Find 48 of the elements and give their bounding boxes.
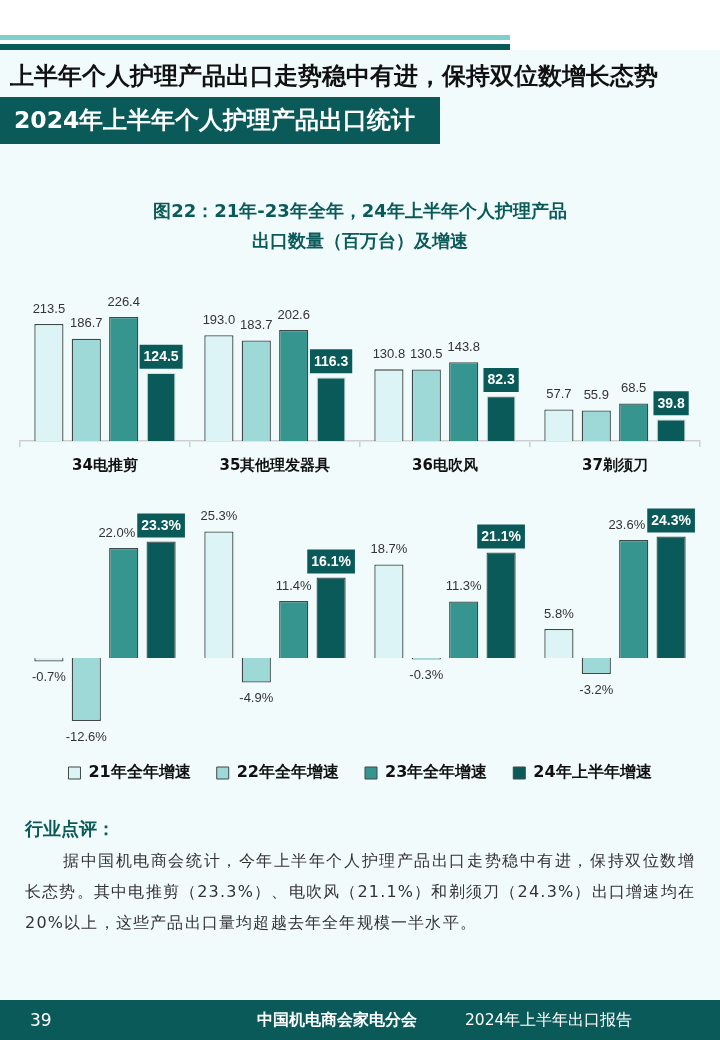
data-label: 22.0% <box>98 524 136 540</box>
data-label: 183.7 <box>240 316 273 332</box>
legend-label: 23年全年增速 <box>385 762 489 782</box>
data-label: 82.3 <box>487 371 515 388</box>
data-label: 124.5 <box>143 348 179 365</box>
text: 2024年上半年个人护理产品出口统计 <box>14 105 416 136</box>
x-tick-label: 37剃须刀 <box>582 455 648 474</box>
data-label: 130.8 <box>372 345 406 361</box>
data-label: 25.3% <box>200 508 238 524</box>
legend-label: 22年全年增速 <box>236 762 340 782</box>
data-label: 202.6 <box>277 306 310 322</box>
data-label: 5.8% <box>544 605 575 621</box>
data-label: 24.3% <box>651 511 692 528</box>
data-label: 68.5 <box>621 380 647 396</box>
x-tick-label: 36电吹风 <box>412 455 478 474</box>
x-tick-label: 34电推剪 <box>72 455 138 474</box>
text: 上半年个人护理产品出口走势稳中有进，保持双位数增长态势 <box>10 61 658 92</box>
data-label: -0.3% <box>409 667 444 683</box>
data-label: 143.8 <box>447 338 480 354</box>
data-label: -3.2% <box>579 681 614 697</box>
data-label: -12.6% <box>65 728 108 744</box>
chart-title: 图22：21年-23年全年，24年上半年个人护理产品出口数量（百万台）及增速 <box>152 199 568 253</box>
data-label: 16.1% <box>311 552 352 569</box>
data-label: 23.6% <box>608 516 646 532</box>
data-label: 116.3 <box>313 352 349 369</box>
data-label: 18.7% <box>370 541 408 557</box>
data-label: 186.7 <box>70 315 103 331</box>
data-label: 226.4 <box>107 293 140 309</box>
data-label: 23.3% <box>141 516 182 533</box>
text: 39 <box>30 1009 52 1032</box>
data-label: 130.5 <box>410 346 443 362</box>
data-label: 57.7 <box>546 385 572 401</box>
legend-label: 24年上半年增速 <box>533 762 653 782</box>
data-label: -4.9% <box>239 690 274 706</box>
data-label: 11.4% <box>275 577 313 593</box>
x-tick-label: 35其他理发器具 <box>219 455 331 474</box>
text: 中国机电商会家电分会 <box>257 1009 417 1031</box>
data-label: 193.0 <box>202 311 236 327</box>
data-label: 39.8 <box>657 394 685 411</box>
text: 据中国机电商会统计，今年上半年个人护理产品出口走势稳中有进，保持双位数增长态势。其中电推剪（23.3%）、电吹风（21.1%）和剃须刀（24.3%）出口增速均在20%以上，这些产品出口量均超越去年全年规模一半水平。 <box>25 850 695 934</box>
data-label: 213.5 <box>32 300 66 316</box>
legend-label: 21年全年增速 <box>88 762 192 782</box>
text: 2024年上半年出口报告 <box>465 1010 633 1031</box>
data-label: 55.9 <box>583 386 609 402</box>
text: 行业点评： <box>25 817 115 841</box>
data-label: -0.7% <box>31 669 67 685</box>
data-label: 11.3% <box>445 578 483 594</box>
data-label: 21.1% <box>481 527 522 544</box>
